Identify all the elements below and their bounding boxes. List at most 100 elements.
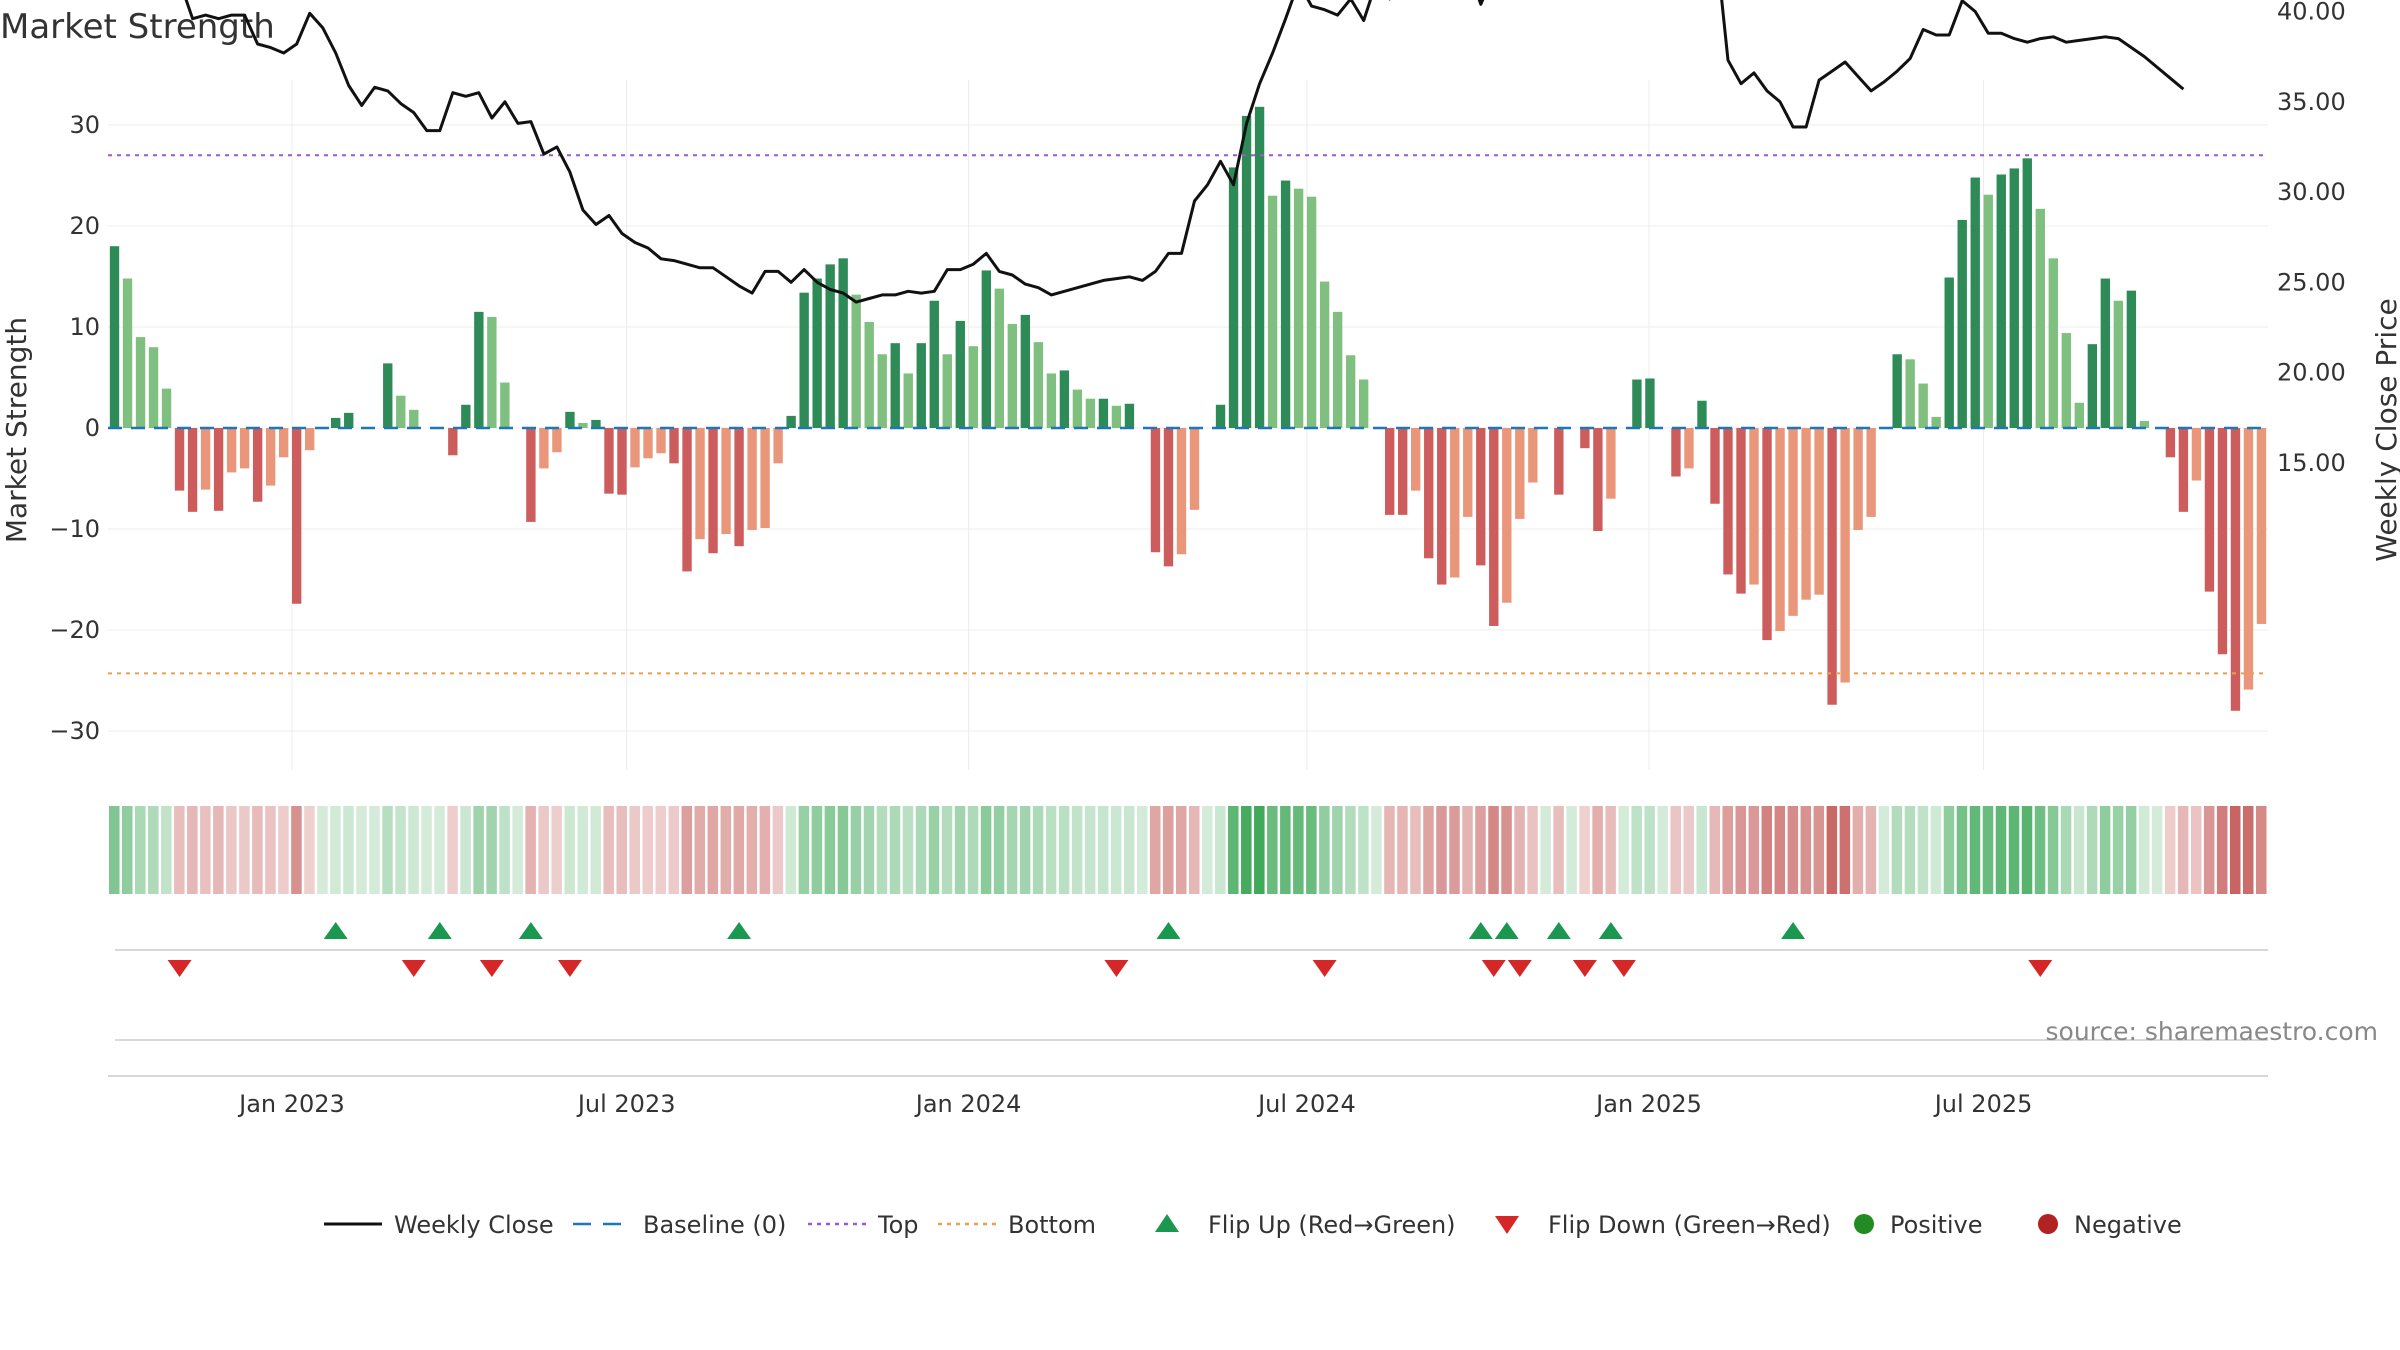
strip-cell	[1566, 806, 1577, 894]
strip-cell	[382, 806, 393, 894]
strip-cell	[395, 806, 406, 894]
flip-up-marker	[1156, 922, 1181, 939]
strength-bar	[1046, 373, 1057, 428]
y2-tick-label: 25.00	[2277, 268, 2346, 296]
legend-label: Flip Up (Red→Green)	[1208, 1211, 1456, 1239]
strip-cell	[1462, 806, 1473, 894]
strip-cell	[993, 806, 1005, 894]
legend-label: Bottom	[1008, 1211, 1096, 1239]
strip-cell	[1449, 806, 1460, 894]
y2-tick-label: 20.00	[2277, 359, 2346, 387]
strip-cell	[1241, 806, 1252, 894]
strip-cell	[187, 806, 198, 894]
strip-cell	[941, 806, 953, 894]
strength-bar	[812, 278, 822, 428]
strip-cell	[1670, 806, 1681, 894]
strength-bar	[1072, 389, 1083, 428]
strength-bar	[1489, 428, 1499, 626]
strength-bar	[1593, 428, 1603, 532]
flip-up-marker	[1598, 922, 1623, 939]
strength-bar	[1215, 404, 1226, 428]
strip-cell	[1696, 806, 1707, 894]
strength-bar	[109, 246, 120, 428]
strength-bar	[161, 388, 172, 428]
strength-bar	[1150, 428, 1161, 553]
strength-bar	[994, 288, 1005, 428]
legend-swatch-flip-up	[1155, 1214, 1179, 1232]
strength-bar	[2048, 258, 2058, 428]
strength-bar	[1267, 195, 1278, 428]
strength-bar	[591, 419, 601, 428]
strength-bars	[109, 106, 2267, 711]
flip-markers	[115, 922, 2268, 1041]
strength-bar	[1762, 428, 1772, 641]
strength-bar	[1411, 428, 1421, 491]
strength-bar	[604, 428, 614, 494]
strength-bar	[786, 415, 796, 428]
flip-down-marker	[1312, 960, 1337, 977]
strength-bar	[1918, 383, 1928, 428]
strength-bar	[1671, 428, 1681, 477]
x-tick-label: Jul 2025	[1933, 1090, 2033, 1118]
legend-label: Top	[877, 1211, 919, 1239]
legend-swatch-positive	[1854, 1214, 1874, 1234]
strip-cell	[1345, 806, 1356, 894]
strip-cell	[317, 806, 328, 894]
strip-cell	[1748, 806, 1760, 894]
strength-bar	[1424, 428, 1434, 559]
strip-cell	[2190, 806, 2202, 894]
strip-cell	[421, 806, 432, 894]
strip-cell	[525, 806, 536, 894]
strip-cell	[499, 806, 510, 894]
strip-cell	[1319, 806, 1330, 894]
strip-cell	[1097, 806, 1109, 894]
flip-down-marker	[2028, 960, 2053, 977]
strip-cell	[460, 806, 471, 894]
strip-cell	[1943, 806, 1955, 894]
y-axis-title: Market Strength	[0, 317, 33, 543]
flip-up-marker	[1468, 922, 1493, 939]
strip-cell	[1488, 806, 1499, 894]
strength-bar	[617, 428, 627, 495]
strength-bar	[396, 395, 406, 428]
strength-bar	[1645, 378, 1655, 428]
strip-cell	[1475, 806, 1486, 894]
y-tick-label: −30	[49, 717, 100, 745]
strip-cell	[1839, 806, 1851, 894]
y-tick-label: −20	[49, 616, 100, 644]
strength-bar	[1111, 405, 1122, 428]
strength-bar	[1801, 428, 1811, 600]
strip-cell	[1514, 806, 1525, 894]
strength-bar	[2009, 168, 2019, 428]
strip-cell	[733, 806, 745, 894]
flip-up-marker	[1781, 922, 1806, 939]
strip-cell	[2099, 806, 2111, 894]
flip-up-marker	[1494, 922, 1519, 939]
strip-cell	[1995, 806, 2007, 894]
strip-cell	[603, 806, 614, 894]
strip-cell	[811, 806, 823, 894]
strip-cell	[1254, 806, 1265, 894]
strength-bar	[305, 428, 315, 451]
strength-bar	[903, 373, 913, 428]
y-tick-label: −10	[49, 515, 100, 543]
strength-bar	[1710, 428, 1720, 504]
strength-bar	[1163, 428, 1174, 567]
strip-cell	[1280, 806, 1291, 894]
strip-cell	[1540, 806, 1551, 894]
x-tick-label: Jul 2023	[576, 1090, 676, 1118]
strength-bar	[2204, 428, 2215, 592]
strength-bar	[148, 347, 159, 428]
strip-cell	[1865, 806, 1877, 894]
strip-cell	[1852, 806, 1864, 894]
grid-lines	[108, 80, 2268, 770]
strength-bar	[1398, 428, 1408, 515]
legend-label: Baseline (0)	[643, 1211, 786, 1239]
strip-cell	[1032, 806, 1044, 894]
strength-bar	[773, 428, 783, 464]
strip-cell	[1410, 806, 1421, 894]
strip-cell	[590, 806, 601, 894]
strength-bar	[1254, 106, 1265, 428]
strip-cell	[161, 806, 172, 894]
strength-bar	[383, 363, 393, 428]
